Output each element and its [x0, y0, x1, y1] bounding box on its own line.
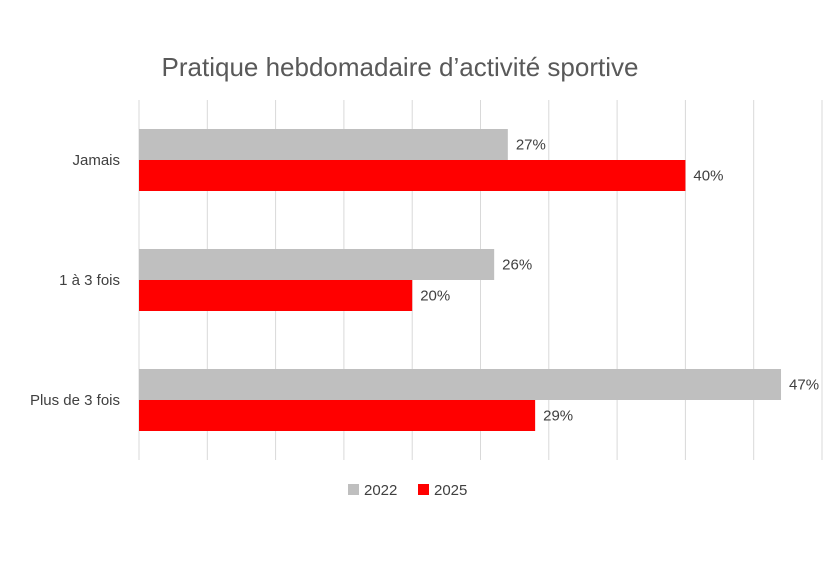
legend-label-2025: 2025 — [434, 482, 467, 499]
bar-2022-1 — [139, 249, 495, 280]
bar-2025-1 — [139, 280, 413, 311]
category-label: Jamais — [72, 152, 120, 169]
category-label: Plus de 3 fois — [30, 392, 120, 409]
legend-label-2022: 2022 — [364, 482, 397, 499]
data-label: 29% — [543, 408, 573, 425]
legend: 2022 2025 — [348, 482, 467, 499]
legend-swatch-2025 — [418, 484, 429, 495]
bar-2025-0 — [139, 160, 686, 191]
data-label: 27% — [516, 137, 546, 154]
bar-2025-2 — [139, 400, 536, 431]
bars — [139, 129, 782, 431]
data-label: 47% — [789, 377, 819, 394]
data-label: 40% — [693, 168, 723, 185]
chart-title: Pratique hebdomadaire d’activité sportiv… — [162, 52, 639, 82]
bar-2022-2 — [139, 369, 782, 400]
category-label: 1 à 3 fois — [59, 272, 120, 289]
data-labels: 27% 40% 26% 20% 47% 29% — [420, 137, 819, 425]
category-labels: Jamais 1 à 3 fois Plus de 3 fois — [30, 152, 120, 409]
data-label: 26% — [502, 257, 532, 274]
data-label: 20% — [420, 288, 450, 305]
legend-swatch-2022 — [348, 484, 359, 495]
bar-2022-0 — [139, 129, 508, 160]
